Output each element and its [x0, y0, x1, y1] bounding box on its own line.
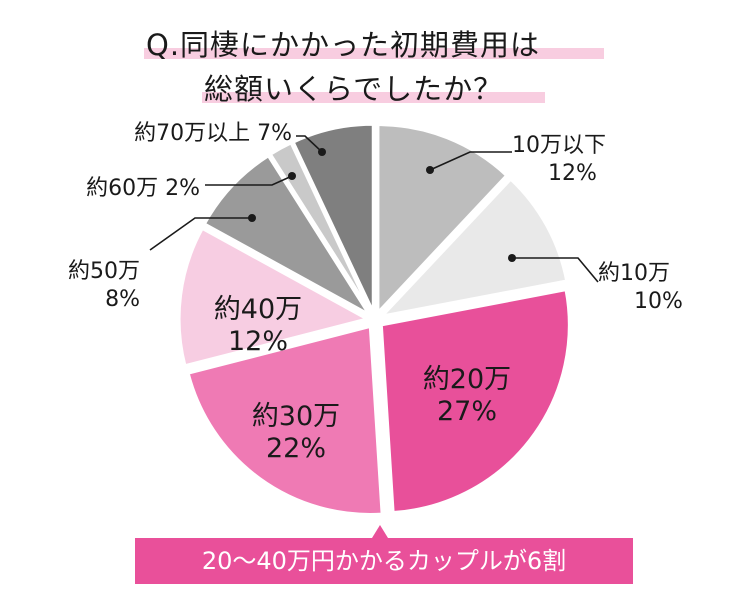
slice-value-label: 27%	[437, 396, 497, 427]
chart-title-line2: 総額いくらでしたか？	[204, 72, 504, 106]
pie-slice	[268, 141, 373, 315]
leader-dots	[248, 148, 516, 262]
leader-line	[205, 175, 293, 186]
leader-dot	[248, 214, 256, 222]
chart-title-line1: Q.同棲にかかった初期費用は	[146, 28, 541, 62]
leader-dot	[288, 172, 296, 180]
leader-line	[296, 135, 323, 153]
title-line2-highlight	[202, 92, 545, 103]
leader-dot	[318, 148, 326, 156]
slice-label: 約60万 2%	[86, 176, 200, 201]
slice-labels: 10万以下12%約10万10%約20万27%約30万22%約40万12%約50万…	[68, 121, 683, 464]
callout-arrow	[372, 525, 388, 538]
title-line1-highlight	[144, 48, 604, 59]
pie-slice	[380, 177, 569, 318]
slice-label: 約50万	[68, 259, 140, 284]
pie-slice	[291, 122, 375, 314]
leader-line	[512, 257, 599, 283]
slice-label: 約30万	[252, 401, 340, 432]
callout-banner: 20〜40万円かかるカップルが6割	[135, 538, 633, 584]
leader-dot	[426, 166, 434, 174]
pie-slice	[202, 154, 371, 317]
label-leaders	[149, 135, 599, 283]
slice-label: 10万以下	[512, 133, 606, 158]
pie-slice	[379, 288, 571, 515]
slice-value-label: 8%	[105, 287, 140, 312]
slice-value-label: 22%	[266, 433, 326, 464]
slice-value-label: 12%	[548, 161, 597, 186]
leader-dot	[508, 254, 516, 262]
slice-label: 約10万	[598, 261, 670, 286]
slice-label: 約40万	[214, 294, 302, 325]
slice-label: 約70万以上 7%	[134, 121, 292, 146]
pie-slice	[376, 123, 509, 315]
slice-value-label: 12%	[228, 326, 288, 357]
pie-slice	[186, 324, 384, 516]
pie-slice	[177, 226, 369, 368]
slice-value-label: 10%	[634, 289, 683, 314]
leader-line	[149, 217, 252, 251]
slice-label: 約20万	[423, 364, 511, 395]
pie-slices	[177, 122, 571, 516]
leader-line	[429, 151, 512, 171]
